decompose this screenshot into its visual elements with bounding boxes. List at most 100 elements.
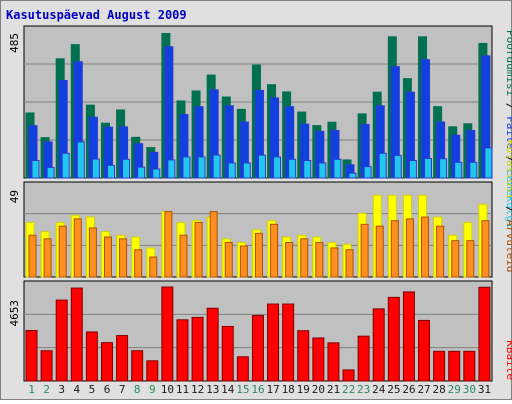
x-tick-label: 4 [74, 383, 81, 396]
bar-bottom-kbaite-day-4 [70, 287, 83, 382]
bar-top-lehekülgi-day-27 [424, 157, 433, 179]
bar-middle-arvuteid-day-22 [345, 249, 354, 278]
bar-middle-arvuteid-day-28 [436, 225, 445, 278]
bar-top-lehekülgi-day-7 [122, 158, 131, 179]
x-tick-label: 19 [297, 383, 310, 396]
x-tick-label: 22 [342, 383, 355, 396]
bar-top-lehekülgi-day-2 [46, 166, 55, 179]
bar-bottom-kbaite-day-18 [282, 303, 295, 382]
bar-bottom-kbaite-day-23 [357, 335, 370, 382]
x-tick-label: 1 [28, 383, 35, 396]
chart-title: Kasutuspäevad August 2009 [6, 8, 187, 22]
chart-panels: 485 Pöördumisi / Faile / Lehekülgi 49 Külas… [8, 25, 512, 382]
x-tick-label: 13 [206, 383, 219, 396]
bar-top-lehekülgi-day-8 [137, 166, 146, 179]
bar-top-lehekülgi-day-23 [363, 166, 372, 179]
bar-bottom-kbaite-day-29 [448, 350, 461, 382]
bar-top-lehekülgi-day-25 [393, 154, 402, 179]
x-tick-label: 25 [387, 383, 400, 396]
legend-entry: Külastusi [504, 140, 512, 200]
bar-middle-arvuteid-day-18 [285, 241, 294, 278]
bar-bottom-kbaite-day-19 [297, 330, 310, 382]
bar-top-lehekülgi-day-13 [212, 154, 221, 179]
bar-middle-arvuteid-day-11 [179, 234, 188, 278]
bar-middle-arvuteid-day-29 [451, 240, 460, 278]
bar-top-lehekülgi-day-11 [182, 156, 191, 179]
legend-entry: Lehekülgi [504, 169, 512, 229]
bar-bottom-kbaite-day-5 [85, 331, 98, 382]
x-tick-label: 28 [433, 383, 446, 396]
bar-middle-arvuteid-day-26 [405, 218, 414, 278]
panel-top: 485 Pöördumisi / Faile / Lehekülgi [8, 25, 512, 229]
bar-bottom-kbaite-day-25 [387, 296, 400, 382]
bar-middle-arvuteid-day-21 [330, 247, 339, 278]
bar-middle-arvuteid-day-12 [194, 222, 203, 278]
bar-top-lehekülgi-day-18 [288, 158, 297, 179]
y-max-label-top: 485 [8, 33, 21, 53]
bar-top-lehekülgi-day-14 [227, 162, 236, 179]
bar-top-lehekülgi-day-12 [197, 156, 206, 179]
bar-bottom-kbaite-day-16 [251, 315, 264, 382]
bar-bottom-kbaite-day-14 [221, 325, 234, 382]
bar-middle-arvuteid-day-2 [43, 238, 52, 278]
bar-bottom-kbaite-day-2 [40, 350, 53, 382]
bar-bottom-kbaite-day-11 [176, 319, 189, 382]
bar-bottom-kbaite-day-10 [161, 286, 174, 382]
legend-middle: Külastusi / Arvuteid [504, 140, 512, 272]
bar-top-lehekülgi-day-6 [106, 164, 115, 179]
x-tick-label: 9 [149, 383, 156, 396]
legend-top: Pöördumisi / Faile / Lehekülgi [504, 30, 512, 229]
bar-middle-arvuteid-day-14 [224, 241, 233, 278]
bar-top-lehekülgi-day-1 [31, 160, 40, 179]
x-tick-label: 5 [89, 383, 96, 396]
bar-bottom-kbaite-day-20 [312, 337, 325, 382]
legend-entry: Pöördumisi [504, 30, 512, 96]
bar-middle-arvuteid-day-5 [88, 227, 97, 278]
bar-bottom-kbaite-day-15 [236, 356, 249, 382]
bar-top-lehekülgi-day-21 [333, 158, 342, 179]
bar-top-lehekülgi-day-20 [318, 162, 327, 179]
x-tick-label: 15 [236, 383, 249, 396]
bar-top-lehekülgi-day-5 [91, 158, 100, 179]
x-tick-label: 12 [191, 383, 204, 396]
bar-middle-arvuteid-day-31 [481, 220, 490, 278]
legend-entry: Arvuteid [504, 219, 512, 272]
x-tick-label: 16 [251, 383, 264, 396]
x-tick-label: 14 [221, 383, 235, 396]
bar-bottom-kbaite-day-17 [267, 303, 280, 382]
bar-middle-arvuteid-day-9 [149, 256, 158, 278]
x-tick-label: 3 [58, 383, 65, 396]
x-tick-label: 29 [448, 383, 461, 396]
bar-middle-arvuteid-day-17 [270, 223, 279, 278]
bar-top-lehekülgi-day-29 [454, 161, 463, 179]
bar-top-lehekülgi-day-19 [303, 160, 312, 179]
bar-middle-arvuteid-day-1 [28, 234, 37, 278]
x-tick-label: 30 [463, 383, 476, 396]
bar-middle-arvuteid-day-8 [134, 249, 143, 278]
bar-top-lehekülgi-day-10 [167, 159, 176, 179]
legend-entry: KBaite [504, 340, 512, 380]
legend-separator: / [504, 200, 512, 220]
legend-separator: / [504, 96, 512, 116]
panel-bottom: 4653 KBaite [8, 280, 512, 382]
bar-bottom-kbaite-day-1 [25, 329, 38, 382]
x-tick-label: 7 [119, 383, 126, 396]
bar-bottom-kbaite-day-31 [478, 286, 491, 382]
x-axis-day-labels: 1 2 3 4 5 6 7 8 9 10 11 12 13 14 15 16 17 18 19 20 21 22 23 24 2… [28, 383, 491, 396]
bar-top-lehekülgi-day-4 [76, 141, 85, 179]
bar-middle-arvuteid-day-23 [360, 223, 369, 278]
bar-middle-arvuteid-day-13 [209, 211, 218, 278]
bar-bottom-kbaite-day-7 [116, 335, 129, 382]
bar-middle-arvuteid-day-25 [390, 220, 399, 278]
x-tick-label: 2 [43, 383, 50, 396]
bar-middle-arvuteid-day-4 [73, 218, 82, 278]
bar-top-lehekülgi-day-16 [257, 154, 266, 179]
x-tick-label: 18 [282, 383, 295, 396]
bar-top-lehekülgi-day-26 [408, 160, 417, 179]
bar-top-lehekülgi-day-24 [378, 152, 387, 179]
x-tick-label: 21 [327, 383, 340, 396]
x-tick-label: 24 [372, 383, 386, 396]
x-tick-label: 6 [104, 383, 111, 396]
